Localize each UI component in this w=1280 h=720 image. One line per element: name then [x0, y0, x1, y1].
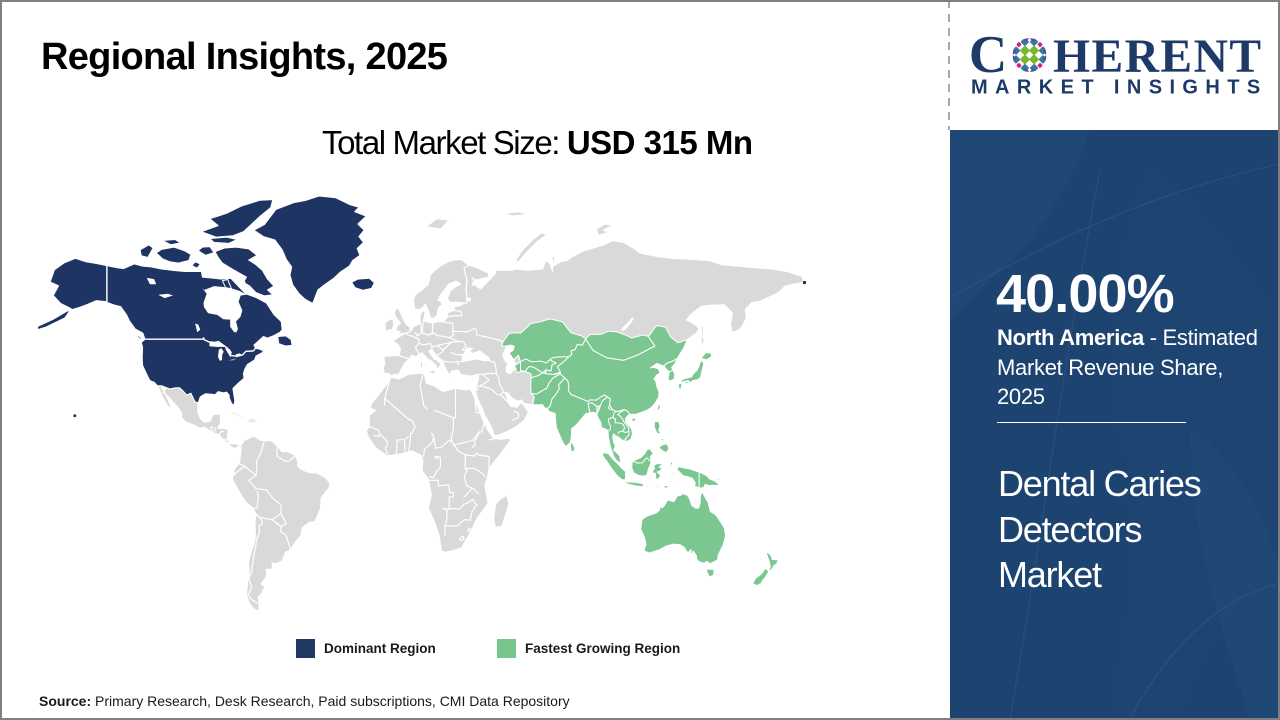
svg-text:MARKET INSIGHTS: MARKET INSIGHTS [971, 77, 1268, 99]
svg-text:C: C [969, 28, 1007, 84]
svg-text:HERENT: HERENT [1053, 31, 1263, 83]
